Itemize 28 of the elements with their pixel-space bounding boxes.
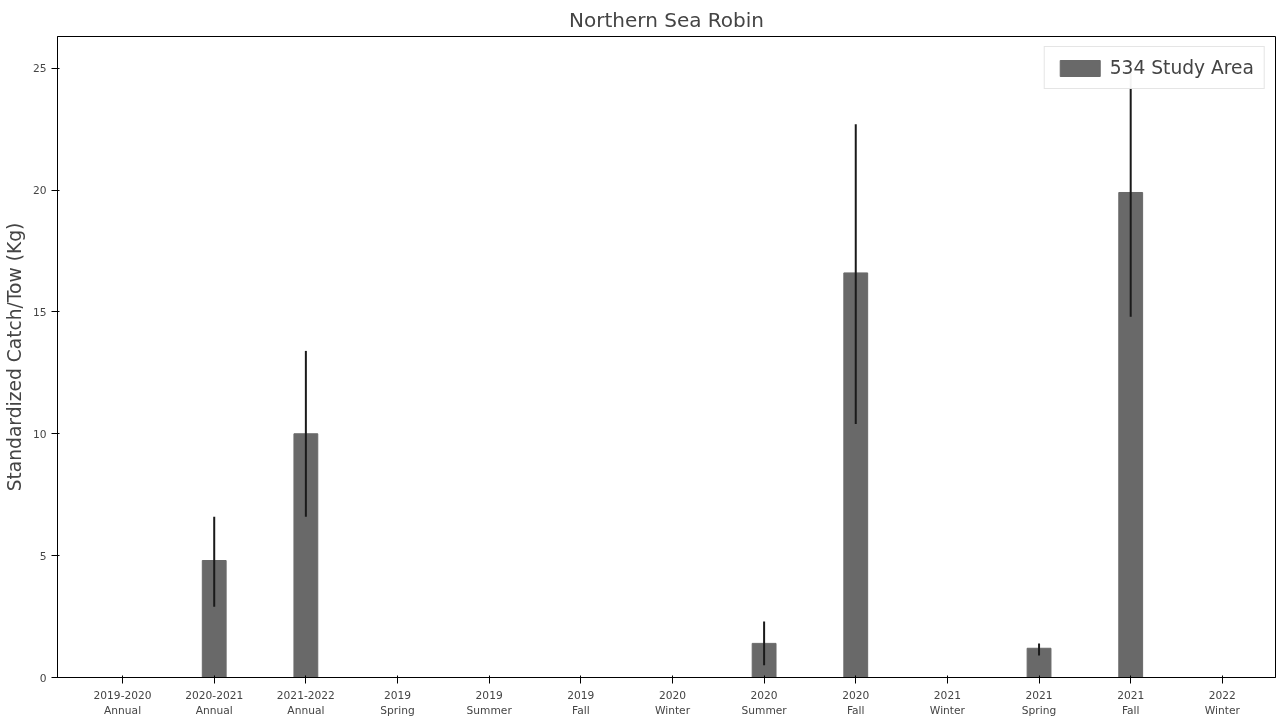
- x-tick-label: 2021 Winter: [929, 688, 966, 718]
- x-tick-label: 2021-2022 Annual: [276, 688, 335, 718]
- bar: [1118, 191, 1144, 678]
- x-tick-label: 2020-2021 Annual: [185, 688, 244, 718]
- x-tick-label: 2020 Summer: [741, 688, 788, 718]
- bar: [293, 433, 319, 678]
- y-tick-label: 25: [32, 62, 47, 76]
- x-tick-label: 2021 Spring: [1021, 688, 1057, 718]
- y-tick-label: 0: [39, 671, 47, 685]
- bar: [751, 642, 777, 678]
- bar: [201, 560, 227, 678]
- x-tick-label: 2020 Winter: [654, 688, 691, 718]
- legend-label: 534 Study Area: [1109, 57, 1254, 78]
- y-axis-title: Standardized Catch/Tow (Kg): [3, 222, 25, 492]
- y-tick-label: 20: [32, 184, 47, 198]
- y-tick-label: 15: [32, 305, 47, 319]
- chart-title: Northern Sea Robin: [569, 7, 764, 32]
- x-tick-label: 2019 Spring: [380, 688, 415, 718]
- x-tick-label: 2019 Fall: [567, 688, 595, 718]
- x-tick-label: 2022 Winter: [1204, 688, 1241, 718]
- x-tick-label: 2021 Fall: [1117, 688, 1145, 718]
- bar: [1026, 647, 1052, 678]
- x-tick-label: 2019-2020 Annual: [93, 688, 152, 718]
- y-tick-label: 5: [39, 549, 47, 563]
- x-tick-label: 2019 Summer: [466, 688, 513, 718]
- y-tick-label: 10: [32, 427, 47, 441]
- bar: [843, 272, 869, 678]
- x-tick-label: 2020 Fall: [842, 688, 870, 718]
